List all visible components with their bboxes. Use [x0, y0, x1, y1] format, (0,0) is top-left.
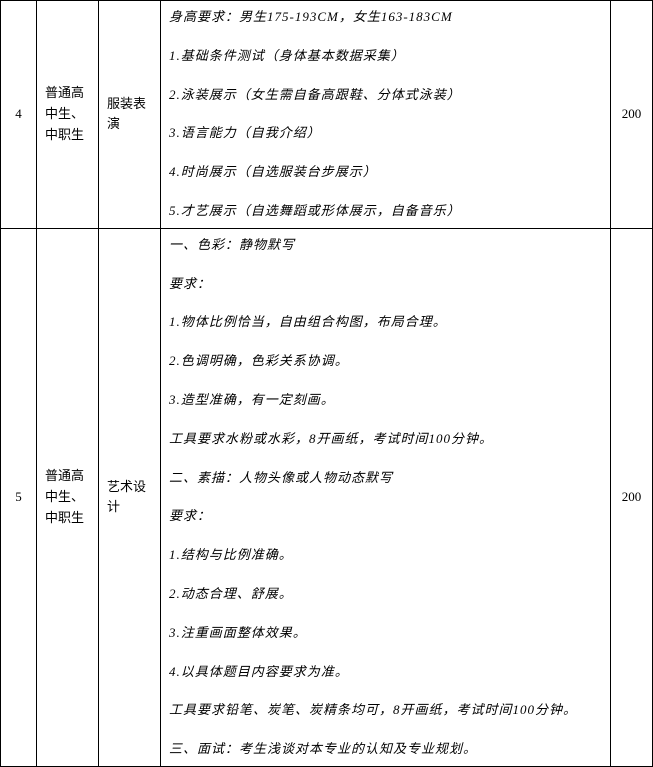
cell-major: 服装表演	[99, 1, 161, 229]
exam-table: 4 普通高中生、中职生 服装表演 身高要求：男生175-193CM，女生163-…	[0, 0, 653, 767]
table-row: 4 普通高中生、中职生 服装表演 身高要求：男生175-193CM，女生163-…	[1, 1, 653, 229]
cell-num: 5	[1, 228, 37, 766]
cell-type: 普通高中生、中职生	[37, 1, 99, 229]
table-row: 5 普通高中生、中职生 艺术设计 一、色彩：静物默写要求：1.物体比例恰当，自由…	[1, 228, 653, 766]
cell-content: 一、色彩：静物默写要求：1.物体比例恰当，自由组合构图，布局合理。2.色调明确，…	[161, 228, 611, 766]
cell-major: 艺术设计	[99, 228, 161, 766]
cell-type: 普通高中生、中职生	[37, 228, 99, 766]
cell-score: 200	[611, 228, 653, 766]
cell-num: 4	[1, 1, 37, 229]
cell-content: 身高要求：男生175-193CM，女生163-183CM1.基础条件测试（身体基…	[161, 1, 611, 229]
cell-score: 200	[611, 1, 653, 229]
